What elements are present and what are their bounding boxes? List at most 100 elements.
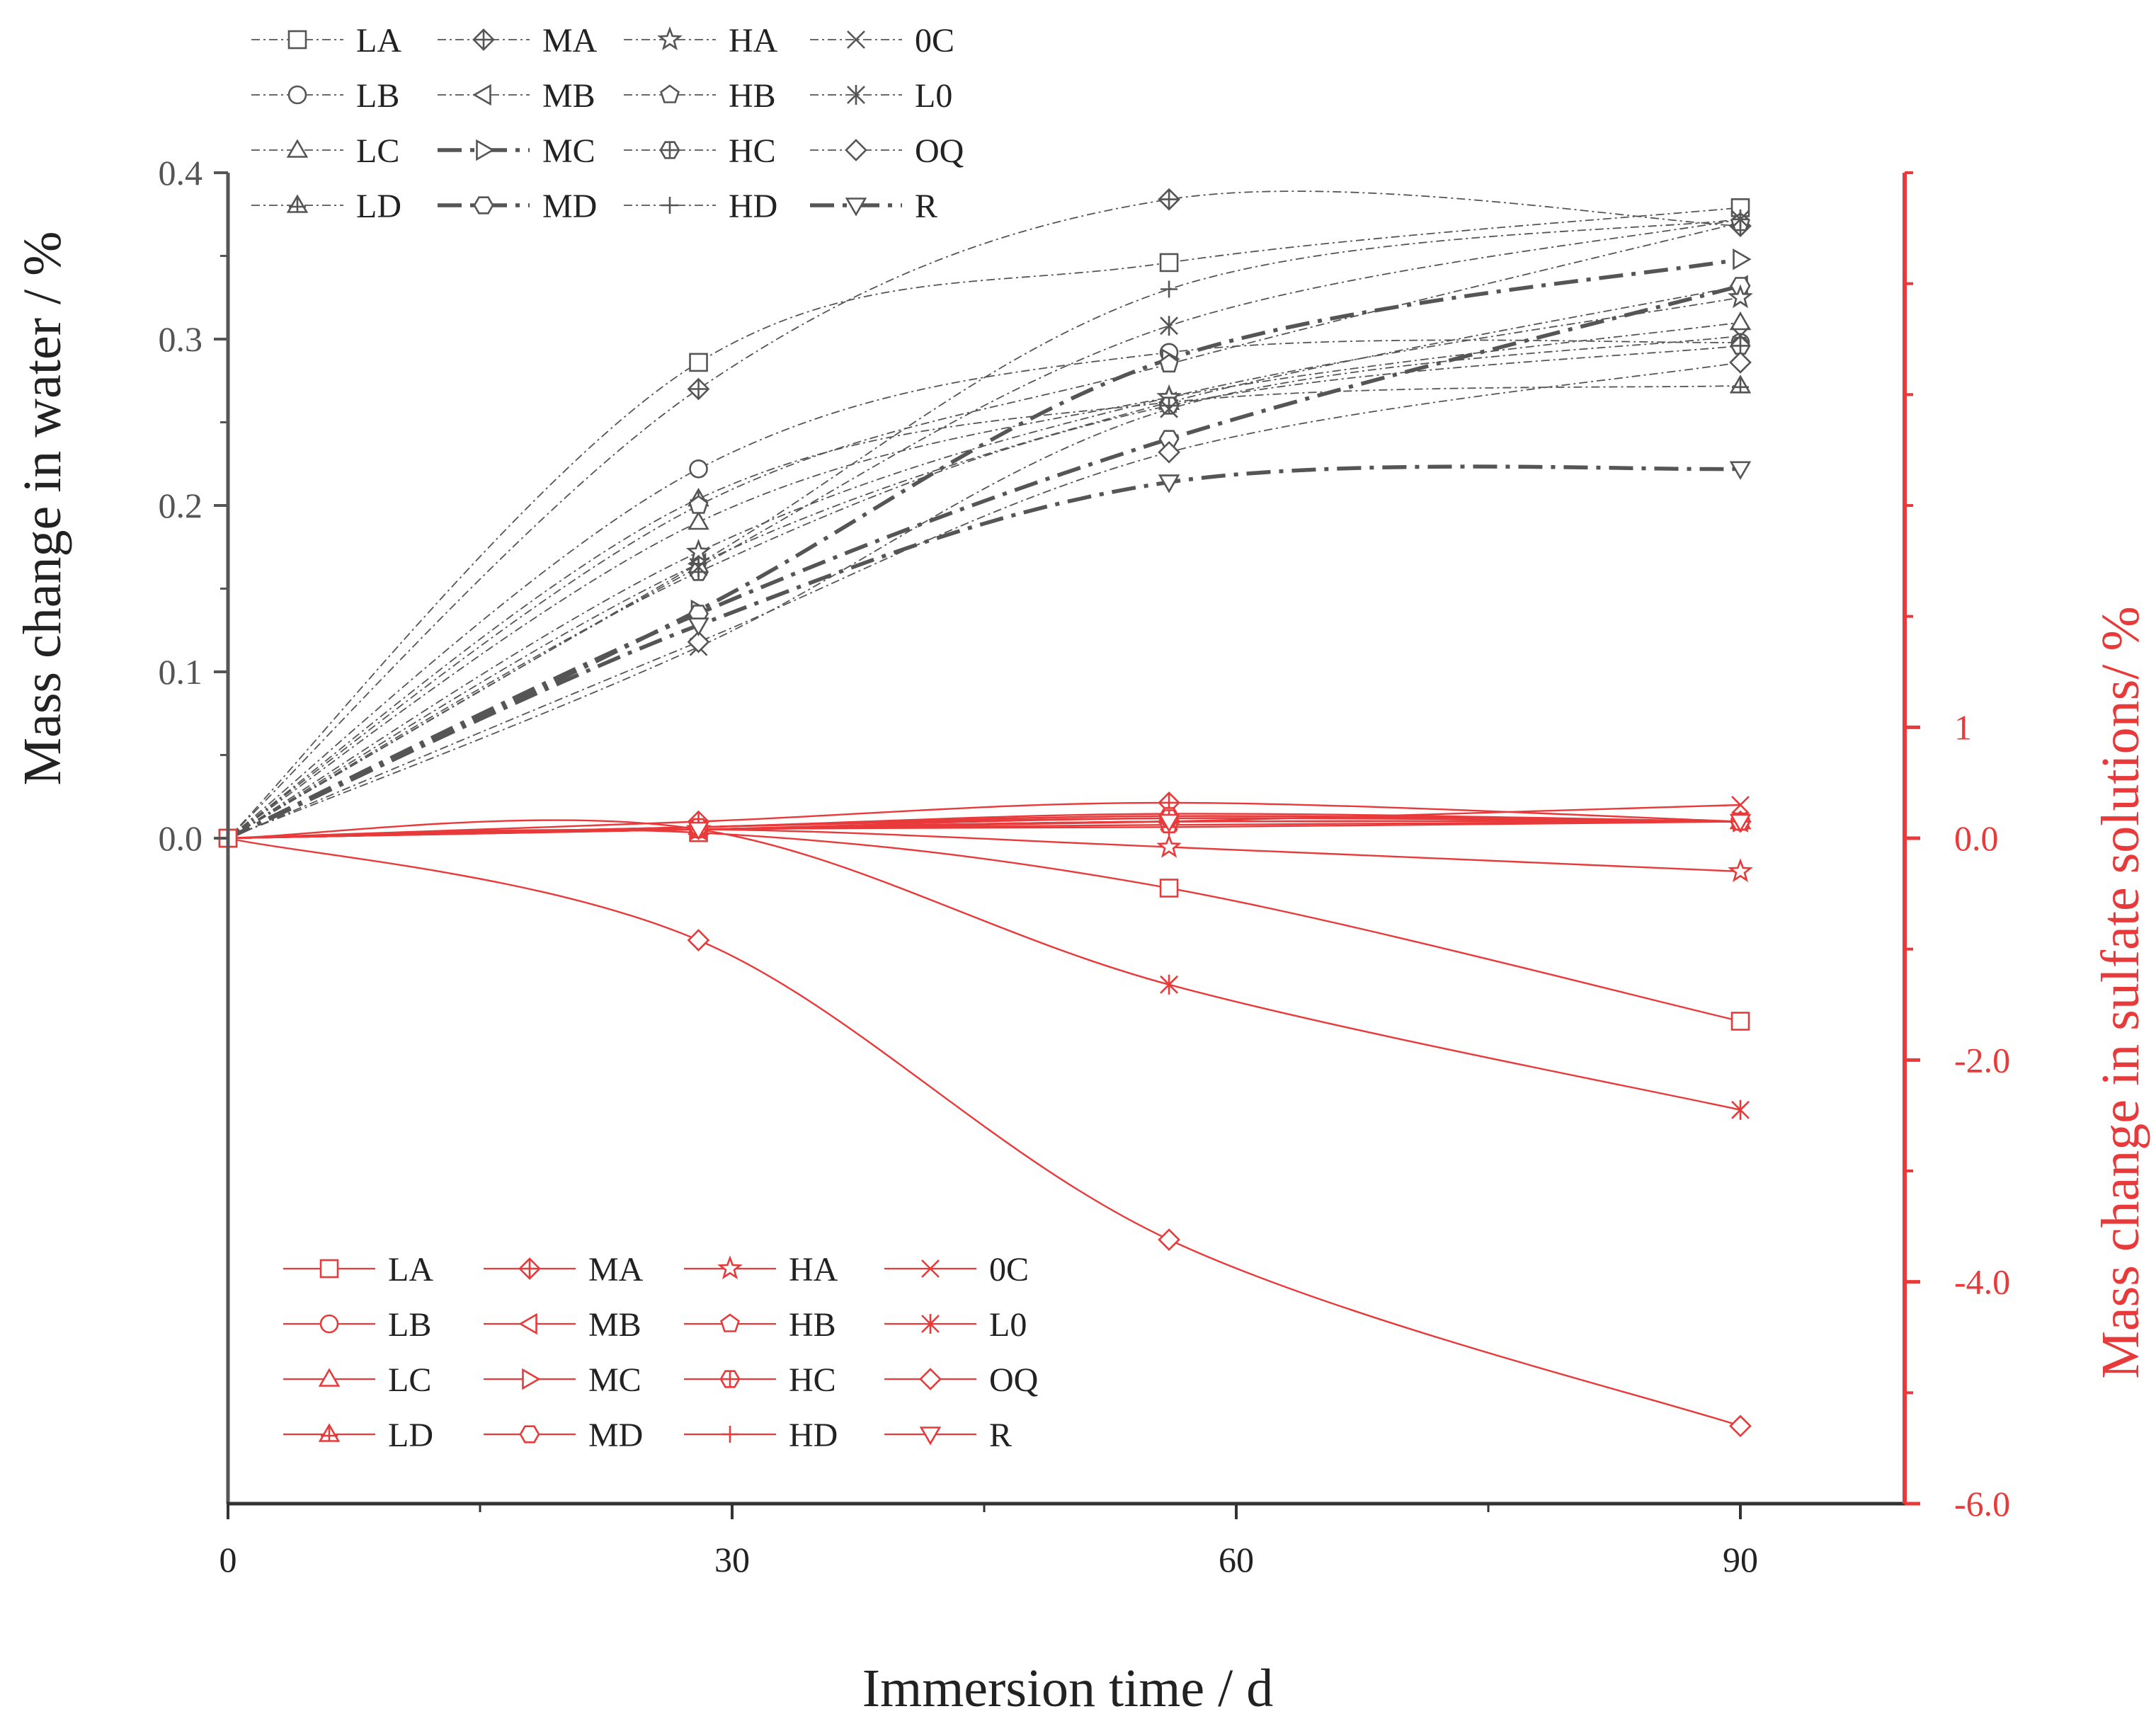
legend-marker-mb [472, 84, 491, 106]
water-point-hd-56 [1160, 280, 1178, 298]
water-point-ma-56 [1158, 188, 1180, 211]
sulfate-legend: LA LB LC LD MA MB MC MD HA HB HC HD 0C L0 OQ R [283, 1251, 1038, 1454]
legend-label-md: MD [588, 1417, 643, 1454]
y-left-axis-title: Mass change in water / % [13, 231, 72, 786]
legend-label-ld: LD [356, 188, 401, 225]
water-legend-item-la: LA [251, 22, 401, 59]
y-left-tick-label-1: 0.1 [159, 652, 203, 692]
x-axis-title: Immersion time / d [862, 1659, 1273, 1718]
legend-marker-r [845, 198, 867, 217]
y-right-axis-title: Mass change in sulfate solutions/ % [2091, 606, 2150, 1378]
legend-marker-ma [472, 28, 495, 51]
water-line-hd [227, 218, 1741, 839]
legend-marker-ha [717, 1255, 743, 1280]
water-line-lb [227, 339, 1741, 839]
water-point-hb-28 [688, 495, 709, 514]
legend-marker-hd [661, 197, 678, 214]
x-tick-label-1: 30 [714, 1540, 750, 1579]
y-right-tick-label-1: -4.0 [1954, 1262, 2010, 1302]
sulfate-legend-item-r: R [884, 1417, 1012, 1454]
sulfate-legend-item-hb: HB [684, 1306, 836, 1344]
sulfate-legend-item-hc: HC [684, 1361, 836, 1399]
legend-label-r: R [989, 1417, 1012, 1454]
sulfate-point-r-90 [1729, 813, 1752, 833]
y-right-tick-label-4: 1 [1954, 707, 1972, 747]
legend-label-lb: LB [388, 1306, 431, 1344]
sulfate-line-ha [227, 828, 1741, 873]
water-point-oq-28 [687, 630, 710, 653]
legend-marker-hc [719, 1370, 741, 1388]
legend-marker-0c [847, 30, 865, 49]
legend-label-mb: MB [542, 77, 595, 115]
water-point-hb-56 [1159, 353, 1179, 373]
sulfate-legend-item-oq: OQ [884, 1361, 1038, 1399]
legend-label-hb: HB [789, 1306, 836, 1344]
water-line-hc [227, 345, 1741, 839]
sulfate-line-r [227, 820, 1741, 840]
sulfate-legend-item-lb: LB [283, 1306, 431, 1344]
legend-marker-mb [518, 1313, 537, 1335]
legend-marker-md [519, 1425, 540, 1443]
water-line-l0 [227, 218, 1741, 839]
legend-marker-hb [720, 1313, 740, 1332]
water-point-l0-28 [689, 556, 708, 577]
water-point-oq-56 [1158, 440, 1180, 464]
water-line-mb [227, 285, 1741, 839]
sulfate-legend-item-md: MD [484, 1417, 643, 1454]
legend-label-lb: LB [356, 77, 399, 115]
water-legend: LA LB LC LD MA MB MC MD HA HB HC HD 0C L0 OQ R [251, 22, 964, 225]
legend-label-lc: LC [388, 1361, 431, 1399]
water-point-mc-90 [1733, 248, 1752, 270]
sulfate-legend-item-mb: MB [484, 1306, 641, 1344]
legend-label-hd: HD [789, 1417, 838, 1454]
legend-marker-ld [318, 1423, 341, 1442]
sulfate-legend-item-hd: HD [684, 1417, 838, 1454]
legend-label-0c: 0C [989, 1251, 1029, 1288]
legend-marker-md [473, 196, 494, 215]
legend-marker-hd [721, 1426, 738, 1443]
water-series-group [218, 188, 1753, 848]
water-legend-item-ld: LD [251, 188, 401, 225]
water-point-la-28 [689, 353, 708, 372]
legend-marker-ma [518, 1257, 541, 1280]
legend-label-mc: MC [542, 132, 595, 170]
water-legend-item-ha: HA [624, 22, 778, 59]
sulfate-legend-item-lc: LC [283, 1361, 431, 1399]
legend-marker-lc [286, 139, 309, 158]
sulfate-legend-item-ma: MA [484, 1251, 644, 1288]
water-line-ld [227, 384, 1741, 839]
y-left-tick-label-3: 0.3 [159, 319, 203, 359]
legend-marker-0c [921, 1259, 940, 1278]
legend-label-oq: OQ [915, 132, 964, 170]
water-line-0c [227, 335, 1741, 839]
sulfate-legend-item-l0: L0 [884, 1306, 1027, 1344]
sulfate-point-l0-56 [1160, 974, 1178, 995]
water-point-r-28 [688, 617, 709, 636]
sulfate-point-la-56 [1159, 879, 1179, 898]
y-right-tick-label-3: 0.0 [1954, 818, 1999, 858]
legend-label-la: LA [388, 1251, 433, 1288]
sulfate-point-0c-90 [1731, 796, 1750, 814]
water-line-md [227, 284, 1741, 840]
water-legend-item-oq: OQ [810, 132, 964, 170]
legend-label-ma: MA [542, 22, 598, 59]
sulfate-line-oq [227, 837, 1741, 1427]
legend-marker-r [919, 1426, 942, 1446]
legend-label-lc: LC [356, 132, 399, 170]
sulfate-legend-item-la: LA [283, 1251, 433, 1288]
water-point-lc-28 [688, 510, 709, 530]
water-legend-item-l0: L0 [810, 77, 952, 115]
water-point-hc-56 [1158, 396, 1180, 415]
legend-label-r: R [915, 188, 937, 225]
sulfate-point-la-90 [1730, 1012, 1750, 1031]
sulfate-series-group [218, 791, 1753, 1438]
water-point-hc-90 [1730, 336, 1751, 355]
water-point-la-56 [1159, 253, 1179, 273]
sulfate-legend-item-mc: MC [484, 1361, 641, 1399]
legend-label-md: MD [542, 188, 597, 225]
water-legend-item-md: MD [438, 188, 597, 225]
sulfate-point-oq-28 [687, 929, 710, 951]
sulfate-point-l0-90 [1731, 1099, 1750, 1120]
water-point-oq-90 [1729, 351, 1752, 374]
water-point-r-56 [1158, 474, 1180, 493]
